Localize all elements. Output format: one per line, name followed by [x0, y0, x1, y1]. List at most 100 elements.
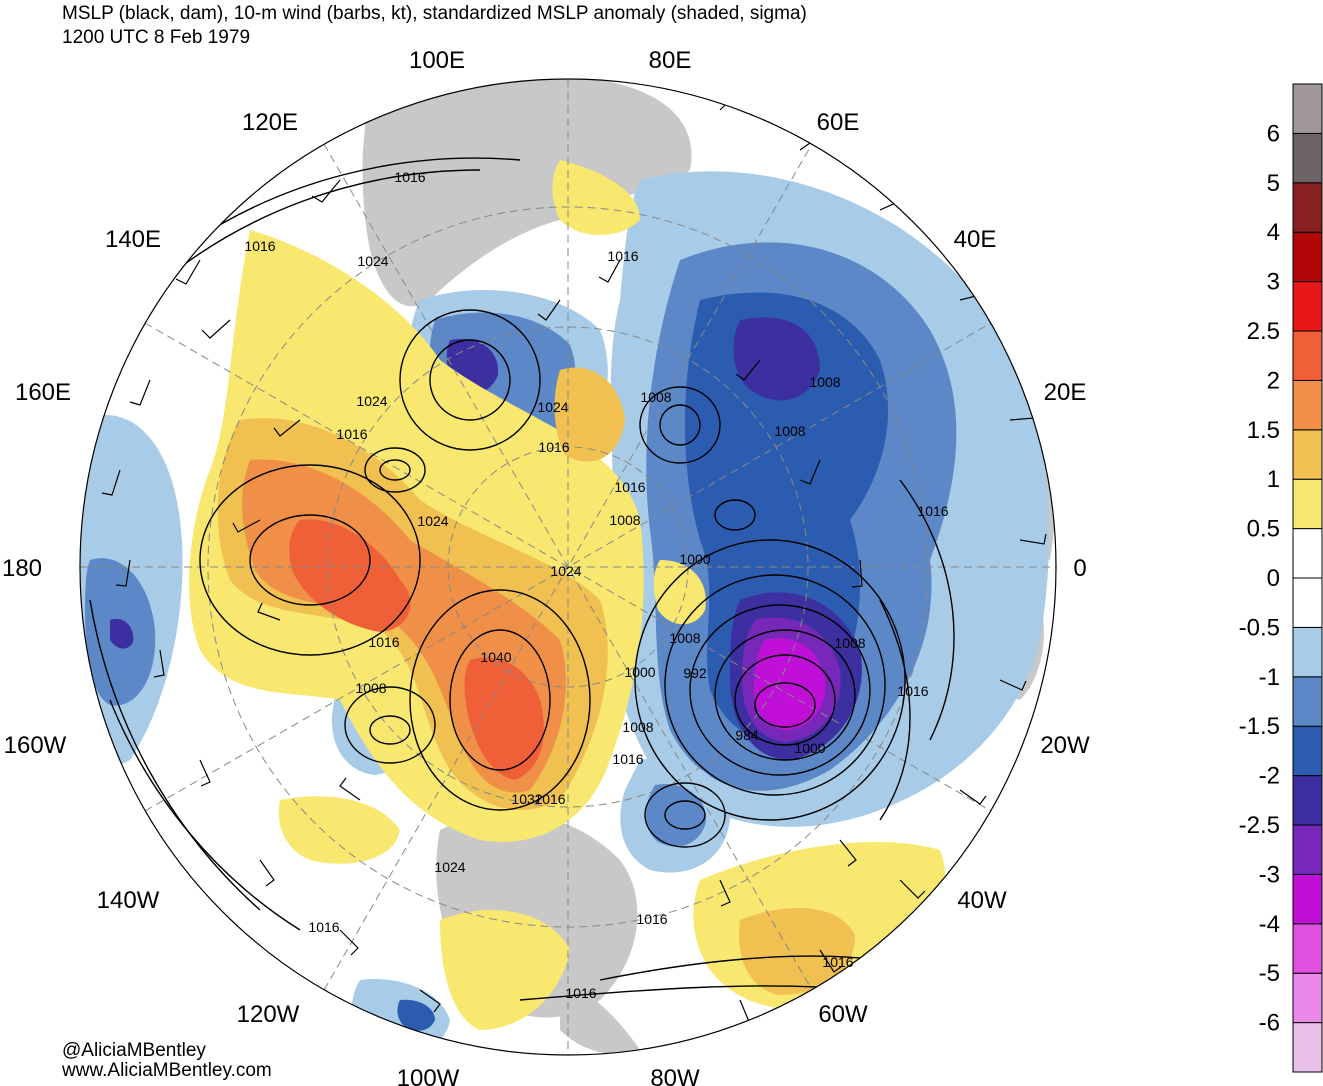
map-title: MSLP (black, dam), 10-m wind (barbs, kt)…: [62, 3, 807, 24]
longitude-label: 20W: [1040, 732, 1090, 759]
colorbar-swatch: [1292, 379, 1323, 431]
isobar-label: 1040: [480, 649, 511, 665]
isobar-label: 984: [735, 727, 759, 743]
isobar-label: 1024: [417, 513, 448, 529]
wind-barbs: [101, 84, 1047, 1025]
map-valid-time: 1200 UTC 8 Feb 1979: [62, 27, 251, 48]
longitude-label: 80W: [650, 1065, 700, 1086]
colorbar-label: 5: [1267, 170, 1280, 197]
colorbar-label: 4: [1267, 219, 1280, 246]
isobar-label: 1016: [636, 911, 667, 927]
anomaly-colorbar: -6 -5 -4 -3 -2.5 -2 -1.5 -1 -0.5 0 0.5 1 1.5 2 2.5 3 4 5 6: [1239, 83, 1323, 1073]
longitude-labels: 100E 80E 120E 60E 140E 40E 160E 20E 180 0 160W 20W 1…: [2, 47, 1090, 1086]
isobar-label: 1016: [308, 919, 339, 935]
colorbar-label: 2.5: [1247, 318, 1280, 345]
colorbar-swatch: [1292, 281, 1323, 332]
longitude-label: 40E: [954, 226, 997, 253]
graticule: [80, 79, 1056, 1055]
colorbar-swatch: [1292, 478, 1323, 530]
longitude-label: 40W: [957, 887, 1007, 914]
map-border: [79, 78, 1057, 1056]
colorbar-label: 3: [1267, 269, 1280, 296]
colorbar-swatch: [1292, 725, 1323, 777]
isobar-labels: 1016 1016 1024 1016 1024 1016 1024 1016 1008 1008…: [244, 169, 948, 1001]
colorbar-swatch: [1292, 132, 1323, 184]
isobar-label: 1016: [336, 426, 367, 442]
colorbar-swatch: [1292, 824, 1323, 875]
longitude-label: 0: [1073, 555, 1086, 582]
longitude-label: 120E: [242, 109, 298, 136]
colorbar-swatch: [1292, 330, 1323, 381]
colorbar-label: -0.5: [1239, 614, 1280, 641]
isobar-label: 1008: [834, 635, 865, 651]
isobar-label: 1024: [434, 859, 465, 875]
isobars: [89, 157, 955, 1001]
longitude-label: 140W: [97, 887, 160, 914]
colorbar-swatch: [1292, 923, 1323, 974]
longitude-label: 160W: [4, 732, 67, 759]
longitude-label: 140E: [105, 226, 161, 253]
isobar-label: 1016: [917, 503, 948, 519]
isobar-label: 1008: [669, 630, 700, 646]
longitude-label: 20E: [1044, 379, 1087, 406]
isobar-label: 1008: [809, 374, 840, 390]
colorbar-label: -6: [1259, 1010, 1280, 1037]
colorbar-swatch: [1292, 231, 1323, 283]
longitude-label: 100W: [397, 1065, 460, 1086]
isobar-label: 1008: [622, 719, 653, 735]
isobar-label: 1008: [640, 389, 671, 405]
isobar-label: 1016: [534, 791, 565, 807]
colorbar-swatch: [1292, 626, 1323, 678]
colorbar-label: 1.5: [1247, 417, 1280, 444]
isobar-label: 1008: [609, 512, 640, 528]
isobar-label: 1016: [822, 954, 853, 970]
colorbar-label: 2: [1267, 367, 1280, 394]
colorbar-swatch: [1292, 528, 1323, 579]
longitude-label: 100E: [409, 47, 465, 74]
isobar-label: 1024: [550, 563, 581, 579]
colorbar-swatch: [1292, 775, 1323, 826]
colorbar-label: 6: [1267, 120, 1280, 147]
isobar-label: 1016: [538, 439, 569, 455]
isobar-label: 1000: [794, 740, 825, 756]
longitude-label: 80E: [649, 47, 692, 74]
isobar-label: 1016: [565, 985, 596, 1001]
colorbar-swatch: [1292, 1022, 1323, 1073]
isobar-label: 1024: [356, 393, 387, 409]
isobar-label: 1008: [355, 680, 386, 696]
colorbar-swatch: [1292, 676, 1323, 727]
isobar-label: 992: [683, 665, 707, 681]
colorbar-swatch: [1292, 182, 1323, 233]
colorbar-label: 1: [1267, 466, 1280, 493]
colorbar-swatch: [1292, 83, 1323, 134]
isobar-label: 1016: [607, 248, 638, 264]
colorbar-label: -2: [1259, 763, 1280, 790]
colorbar-swatch: [1292, 972, 1323, 1024]
isobar-label: 1024: [537, 399, 568, 415]
colorbar-label: -3: [1259, 861, 1280, 888]
isobar-label: 1024: [357, 253, 388, 269]
colorbar-label: 0: [1267, 565, 1280, 592]
isobar-label: 1016: [394, 169, 425, 185]
longitude-label: 180: [2, 555, 42, 582]
isobar-label: 1032: [511, 791, 542, 807]
isobar-label: 1016: [897, 683, 928, 699]
isobar-label: 1016: [244, 238, 275, 254]
credit-website: www.AliciaMBentley.com: [62, 1060, 272, 1081]
isobar-label: 1016: [612, 751, 643, 767]
longitude-label: 60W: [818, 1001, 868, 1028]
colorbar-swatch: [1292, 429, 1323, 480]
longitude-label: 60E: [817, 109, 860, 136]
colorbar-swatch: [1292, 873, 1323, 925]
colorbar-label: -5: [1259, 960, 1280, 987]
isobar-label: 1016: [368, 634, 399, 650]
colorbar-label: -2.5: [1239, 812, 1280, 839]
longitude-label: 160E: [15, 379, 71, 406]
isobar-label: 1000: [679, 551, 710, 567]
isobar-label: 1016: [614, 479, 645, 495]
longitude-label: 120W: [237, 1001, 300, 1028]
colorbar-label: 0.5: [1247, 516, 1280, 543]
colorbar-label: -1: [1259, 664, 1280, 691]
colorbar-label: -1.5: [1239, 713, 1280, 740]
